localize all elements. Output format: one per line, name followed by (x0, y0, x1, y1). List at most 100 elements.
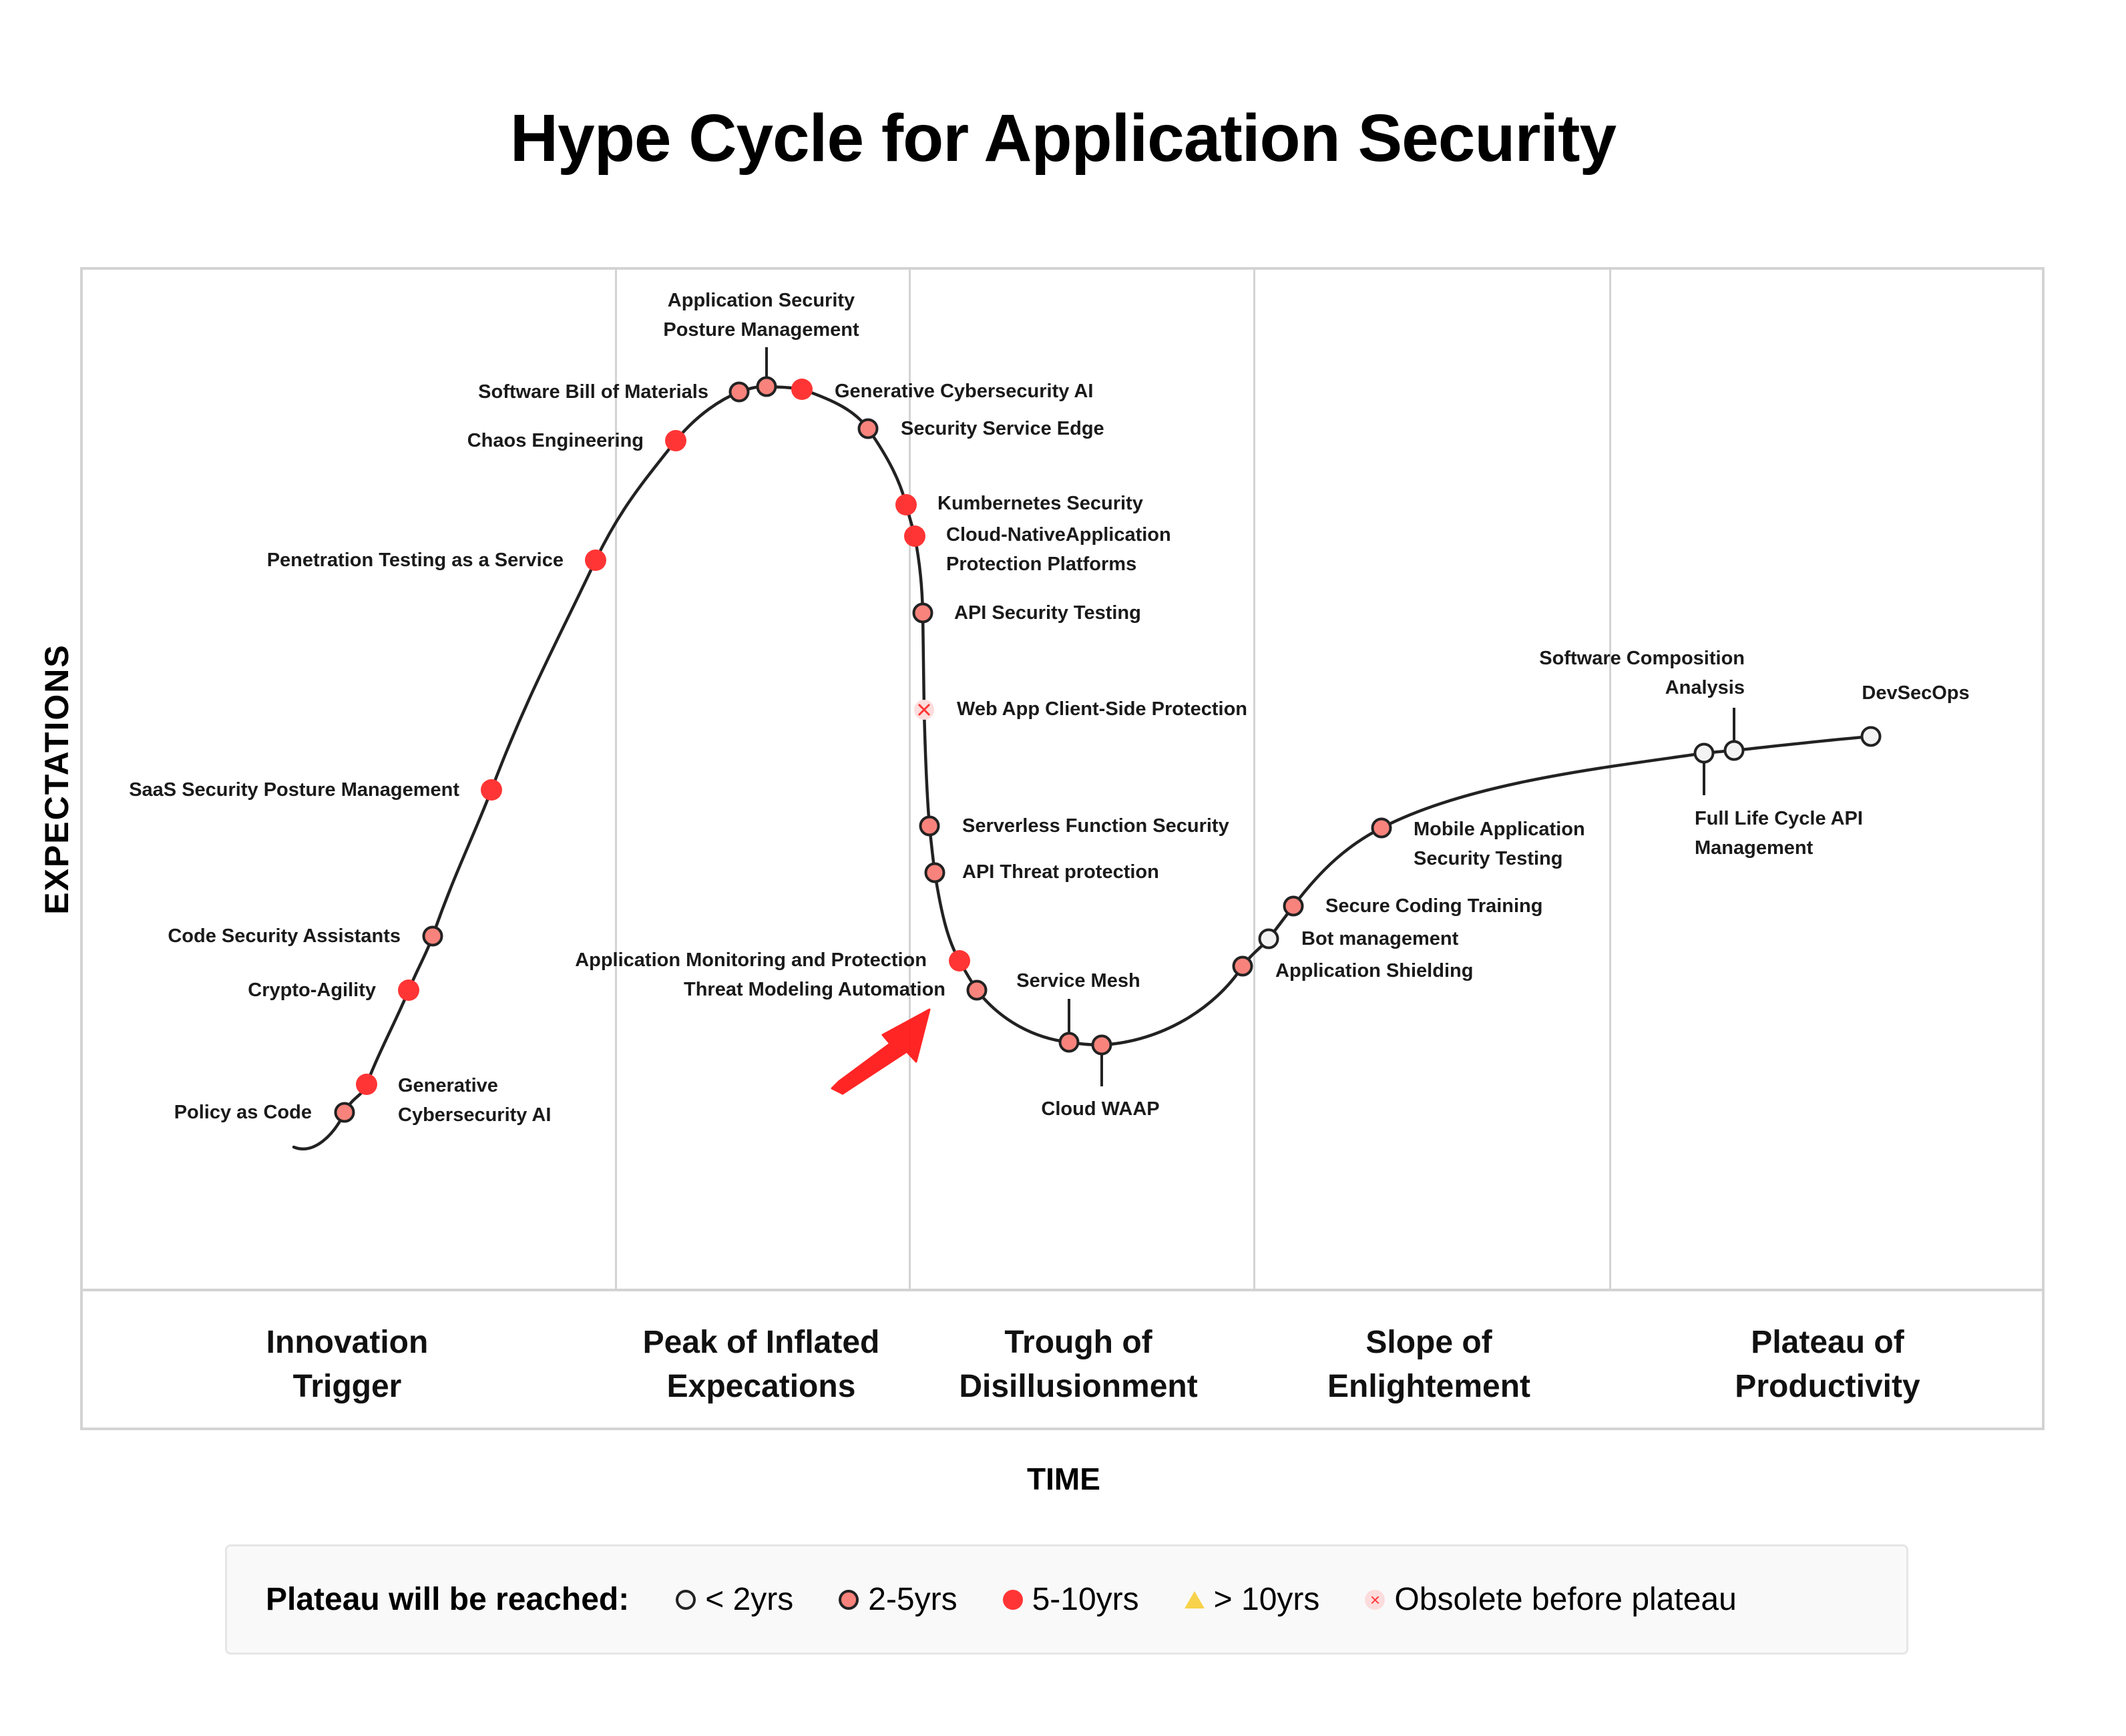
point-label-line: Software Bill of Materials (478, 381, 708, 403)
point-label-full-lifecycle-api: Full Life Cycle API Management (1695, 804, 1863, 863)
point-label-line: SaaS Security Posture Management (129, 779, 459, 801)
data-point-sbom (728, 381, 750, 403)
data-points (334, 376, 1882, 1123)
hollow-circle-icon (676, 1589, 696, 1610)
point-label-api-security-testing: API Security Testing (954, 598, 1141, 628)
point-label-crypto-agility: Crypto-Agility (248, 975, 376, 1005)
x-mark-icon (917, 703, 931, 716)
annotation-arrow-icon (831, 1008, 931, 1095)
phase-line1: Peak of Inflated (642, 1325, 880, 1360)
point-label-line: Policy as Code (174, 1102, 312, 1123)
point-label-chaos-engineering: Chaos Engineering (467, 426, 644, 455)
point-label-line: DevSecOps (1862, 682, 1970, 704)
point-label-line: Cybersecurity AI (398, 1104, 552, 1126)
data-point-sse (857, 418, 879, 439)
legend-label: Obsolete before plateau (1394, 1582, 1737, 1617)
legend-item-5to10: 5-10yrs (1002, 1581, 1139, 1618)
legend-label: > 10yrs (1213, 1582, 1320, 1617)
data-point-aspm (756, 376, 777, 397)
point-label-policy-as-code: Policy as Code (174, 1098, 312, 1127)
point-label-line: Cloud WAAP (1041, 1098, 1160, 1120)
point-label-line: Application Shielding (1275, 960, 1474, 982)
phase-line2: Productivity (1735, 1369, 1920, 1404)
phase-line2: Expecations (666, 1369, 856, 1404)
data-point-sspm (481, 779, 502, 801)
point-label-line: Service Mesh (1016, 970, 1140, 992)
point-label-line: Full Life Cycle API (1695, 808, 1863, 829)
hype-curve (292, 385, 1873, 1150)
phase-line1: Trough of (1004, 1325, 1152, 1360)
data-point-web-app-client-side (914, 700, 934, 720)
point-label-line: Serverless Function Security (962, 815, 1229, 837)
point-label-line: Generative (398, 1075, 498, 1096)
point-label-line: Cloud-NativeApplication (946, 524, 1171, 546)
point-label-line: Generative Cybersecurity AI (835, 381, 1094, 402)
salmon-circle-icon (839, 1589, 859, 1610)
data-point-ptaas (585, 550, 606, 571)
point-label-sse: Security Service Edge (901, 414, 1104, 443)
legend-item-gt10: > 10yrs (1184, 1581, 1320, 1618)
point-label-line: Code Security Assistants (168, 925, 401, 947)
red-circle-icon (1002, 1589, 1023, 1610)
point-label-line: Security Testing (1414, 848, 1563, 869)
legend: Plateau will be reached: < 2yrs 2-5yrs 5… (225, 1544, 1908, 1655)
point-label-line: Web App Client-Side Protection (957, 698, 1248, 720)
data-point-bot-management (1258, 928, 1279, 949)
point-label-cloud-waap: Cloud WAAP (1041, 1094, 1159, 1124)
point-label-line: Management (1695, 837, 1814, 859)
data-point-genai-trigger (356, 1074, 377, 1095)
point-label-genai-trigger: Generative Cybersecurity AI (398, 1071, 551, 1130)
phase-line2: Disillusionment (959, 1369, 1198, 1404)
point-label-line: Application Security (667, 290, 855, 311)
phase-line1: Innovation (266, 1325, 429, 1360)
legend-item-2to5: 2-5yrs (839, 1581, 958, 1618)
point-label-cnapp: Cloud-NativeApplication Protection Platfo… (946, 520, 1171, 579)
legend-label: < 2yrs (705, 1582, 794, 1617)
point-label-sbom: Software Bill of Materials (478, 377, 708, 407)
phase-trough: Trough of Disillusionment (959, 1321, 1197, 1409)
point-label-ptaas: Penetration Testing as a Service (267, 546, 564, 575)
point-label-serverless: Serverless Function Security (962, 811, 1229, 841)
data-point-service-mesh (1058, 1032, 1080, 1053)
point-label-line: Analysis (1665, 677, 1745, 698)
point-label-line: Kumbernetes Security (937, 493, 1143, 514)
phase-line2: Enlightement (1327, 1369, 1531, 1404)
data-point-kubernetes-security (895, 494, 917, 515)
point-label-line: Mobile Application (1414, 819, 1585, 840)
point-label-mobile-app-testing: Mobile Application Security Testing (1414, 815, 1585, 873)
phase-gridline (909, 268, 911, 1290)
point-label-line: Posture Management (663, 319, 859, 341)
data-point-sca (1723, 740, 1745, 761)
x-axis-label: TIME (1027, 1462, 1100, 1496)
legend-title: Plateau will be reached: (266, 1582, 630, 1617)
point-label-line: Application Monitoring and Protection (575, 949, 927, 971)
data-point-serverless (919, 815, 940, 837)
data-point-cnapp (904, 525, 925, 547)
data-point-api-security-testing (912, 602, 933, 624)
phase-gridline (1609, 268, 1611, 1290)
point-label-line: Threat Modeling Automation (683, 979, 945, 1000)
data-point-crypto-agility (398, 980, 419, 1001)
point-label-sca: Software Composition Analysis (1539, 644, 1745, 702)
data-point-genai-peak (791, 379, 813, 400)
point-label-app-shielding: Application Shielding (1275, 956, 1473, 986)
yellow-triangle-icon (1184, 1590, 1205, 1608)
point-label-line: Protection Platforms (946, 554, 1137, 575)
phase-plateau: Plateau of Productivity (1735, 1321, 1920, 1409)
point-label-line: API Threat protection (962, 861, 1159, 883)
legend-item-lt2: < 2yrs (676, 1581, 793, 1618)
x-mark-icon: × (1365, 1589, 1386, 1610)
data-point-full-lifecycle-api (1693, 742, 1715, 764)
point-label-sspm: SaaS Security Posture Management (129, 775, 459, 805)
point-label-aspm: Application Security Posture Management (663, 286, 859, 345)
point-label-line: Bot management (1301, 928, 1459, 949)
data-point-secure-coding (1283, 895, 1304, 917)
chart-frame (80, 267, 2045, 1430)
point-label-bot-management: Bot management (1301, 924, 1458, 953)
data-point-code-security-assistants (422, 925, 443, 947)
leader-lines (765, 347, 1735, 1086)
data-point-threat-modeling (966, 980, 988, 1001)
point-label-api-threat: API Threat protection (962, 857, 1159, 887)
legend-label: 2-5yrs (868, 1582, 958, 1617)
